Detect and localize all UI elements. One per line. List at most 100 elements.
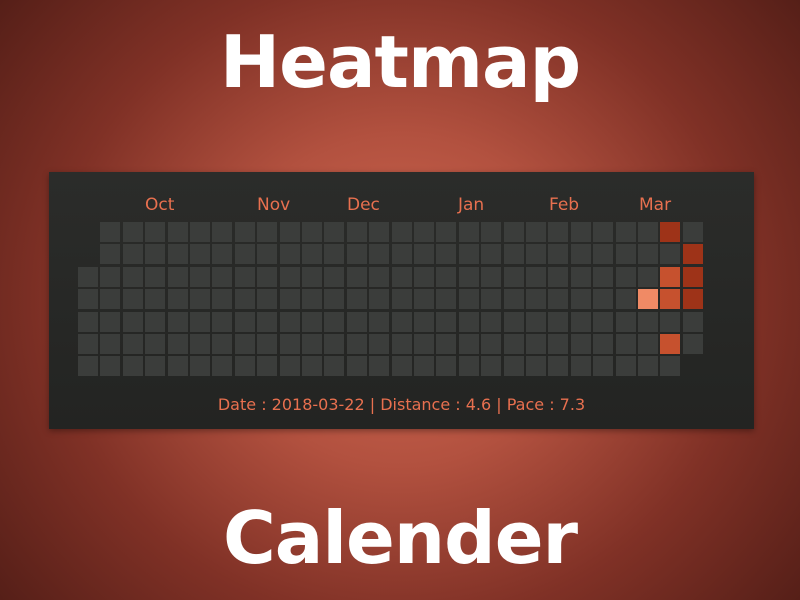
heatmap-day-cell[interactable] (190, 267, 210, 287)
heatmap-day-cell[interactable] (123, 222, 143, 242)
heatmap-day-cell[interactable] (616, 267, 636, 287)
heatmap-day-cell[interactable] (100, 244, 120, 264)
heatmap-day-cell[interactable] (414, 356, 434, 376)
heatmap-day-cell[interactable] (459, 312, 479, 332)
heatmap-day-cell[interactable] (235, 312, 255, 332)
heatmap-day-cell[interactable] (168, 334, 188, 354)
heatmap-day-cell[interactable] (302, 244, 322, 264)
heatmap-day-cell[interactable] (481, 267, 501, 287)
heatmap-day-cell[interactable] (526, 222, 546, 242)
heatmap-day-cell[interactable] (257, 334, 277, 354)
heatmap-day-cell[interactable] (324, 334, 344, 354)
heatmap-day-cell[interactable] (459, 267, 479, 287)
heatmap-day-cell[interactable] (280, 222, 300, 242)
heatmap-day-cell[interactable] (481, 356, 501, 376)
heatmap-day-cell[interactable] (660, 267, 680, 287)
heatmap-day-cell[interactable] (392, 312, 412, 332)
heatmap-day-cell[interactable] (504, 244, 524, 264)
heatmap-day-cell[interactable] (571, 267, 591, 287)
heatmap-day-cell[interactable] (392, 222, 412, 242)
heatmap-day-cell[interactable] (526, 312, 546, 332)
heatmap-day-cell[interactable] (347, 222, 367, 242)
heatmap-day-cell[interactable] (78, 334, 98, 354)
heatmap-day-cell[interactable] (347, 244, 367, 264)
heatmap-day-cell[interactable] (638, 289, 658, 309)
heatmap-day-cell[interactable] (481, 244, 501, 264)
heatmap-day-cell[interactable] (257, 312, 277, 332)
heatmap-day-cell[interactable] (123, 289, 143, 309)
heatmap-day-cell[interactable] (100, 356, 120, 376)
heatmap-day-cell[interactable] (504, 222, 524, 242)
heatmap-day-cell[interactable] (571, 356, 591, 376)
heatmap-day-cell[interactable] (593, 289, 613, 309)
heatmap-day-cell[interactable] (593, 244, 613, 264)
heatmap-day-cell[interactable] (280, 356, 300, 376)
heatmap-day-cell[interactable] (212, 356, 232, 376)
heatmap-day-cell[interactable] (369, 222, 389, 242)
heatmap-day-cell[interactable] (347, 289, 367, 309)
heatmap-day-cell[interactable] (414, 312, 434, 332)
heatmap-day-cell[interactable] (504, 289, 524, 309)
heatmap-day-cell[interactable] (571, 289, 591, 309)
heatmap-day-cell[interactable] (212, 244, 232, 264)
heatmap-day-cell[interactable] (414, 244, 434, 264)
heatmap-day-cell[interactable] (369, 289, 389, 309)
heatmap-day-cell[interactable] (548, 222, 568, 242)
heatmap-day-cell[interactable] (504, 334, 524, 354)
heatmap-day-cell[interactable] (257, 267, 277, 287)
heatmap-day-cell[interactable] (660, 334, 680, 354)
heatmap-day-cell[interactable] (369, 267, 389, 287)
heatmap-day-cell[interactable] (638, 312, 658, 332)
heatmap-day-cell[interactable] (660, 289, 680, 309)
heatmap-day-cell[interactable] (526, 356, 546, 376)
heatmap-day-cell[interactable] (683, 267, 703, 287)
heatmap-day-cell[interactable] (616, 312, 636, 332)
heatmap-day-cell[interactable] (280, 334, 300, 354)
heatmap-day-cell[interactable] (257, 244, 277, 264)
heatmap-day-cell[interactable] (593, 267, 613, 287)
heatmap-day-cell[interactable] (638, 222, 658, 242)
heatmap-day-cell[interactable] (414, 289, 434, 309)
heatmap-day-cell[interactable] (78, 312, 98, 332)
heatmap-day-cell[interactable] (190, 289, 210, 309)
heatmap-day-cell[interactable] (683, 244, 703, 264)
heatmap-day-cell[interactable] (280, 267, 300, 287)
heatmap-day-cell[interactable] (145, 312, 165, 332)
heatmap-day-cell[interactable] (436, 222, 456, 242)
heatmap-day-cell[interactable] (212, 289, 232, 309)
heatmap-day-cell[interactable] (616, 244, 636, 264)
heatmap-day-cell[interactable] (302, 334, 322, 354)
heatmap-day-cell[interactable] (78, 356, 98, 376)
heatmap-day-cell[interactable] (481, 289, 501, 309)
heatmap-day-cell[interactable] (212, 267, 232, 287)
heatmap-day-cell[interactable] (638, 334, 658, 354)
heatmap-day-cell[interactable] (168, 356, 188, 376)
heatmap-day-cell[interactable] (683, 222, 703, 242)
heatmap-day-cell[interactable] (190, 312, 210, 332)
heatmap-day-cell[interactable] (78, 267, 98, 287)
heatmap-day-cell[interactable] (436, 267, 456, 287)
heatmap-day-cell[interactable] (212, 312, 232, 332)
heatmap-day-cell[interactable] (78, 289, 98, 309)
heatmap-day-cell[interactable] (414, 334, 434, 354)
heatmap-day-cell[interactable] (548, 289, 568, 309)
heatmap-day-cell[interactable] (235, 289, 255, 309)
heatmap-day-cell[interactable] (392, 267, 412, 287)
heatmap-day-cell[interactable] (280, 312, 300, 332)
heatmap-day-cell[interactable] (369, 334, 389, 354)
heatmap-day-cell[interactable] (683, 289, 703, 309)
heatmap-day-cell[interactable] (145, 267, 165, 287)
heatmap-day-cell[interactable] (548, 334, 568, 354)
heatmap-day-cell[interactable] (302, 312, 322, 332)
heatmap-day-cell[interactable] (100, 222, 120, 242)
heatmap-day-cell[interactable] (145, 289, 165, 309)
heatmap-day-cell[interactable] (526, 289, 546, 309)
heatmap-day-cell[interactable] (190, 356, 210, 376)
heatmap-day-cell[interactable] (280, 244, 300, 264)
heatmap-day-cell[interactable] (302, 356, 322, 376)
heatmap-day-cell[interactable] (593, 222, 613, 242)
heatmap-day-cell[interactable] (548, 267, 568, 287)
heatmap-day-cell[interactable] (683, 334, 703, 354)
heatmap-day-cell[interactable] (481, 312, 501, 332)
heatmap-day-cell[interactable] (235, 244, 255, 264)
